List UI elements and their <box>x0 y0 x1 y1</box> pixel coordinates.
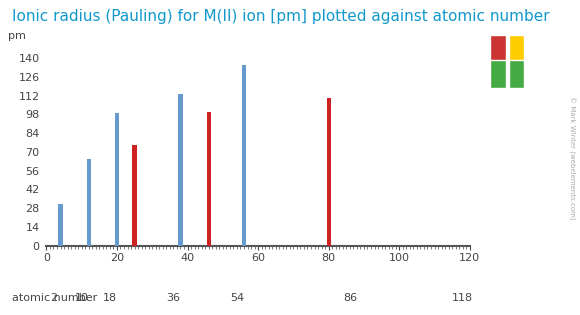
Text: 36: 36 <box>166 293 180 303</box>
Bar <box>132 145 137 246</box>
Text: 10: 10 <box>75 293 89 303</box>
Bar <box>86 158 91 246</box>
Bar <box>115 113 119 246</box>
Bar <box>242 65 246 246</box>
Text: 54: 54 <box>230 293 244 303</box>
Bar <box>206 112 211 246</box>
Bar <box>327 98 331 246</box>
Bar <box>59 204 63 246</box>
Text: Ionic radius (Pauling) for M(II) ion [pm] plotted against atomic number: Ionic radius (Pauling) for M(II) ion [pm… <box>12 9 549 25</box>
Text: 118: 118 <box>452 293 473 303</box>
Text: pm: pm <box>8 32 26 41</box>
Text: 2: 2 <box>50 293 57 303</box>
Bar <box>179 94 183 246</box>
Text: 18: 18 <box>103 293 117 303</box>
Text: © Mark Winter (webelements.com): © Mark Winter (webelements.com) <box>568 96 575 219</box>
Text: 86: 86 <box>343 293 357 303</box>
Text: atomic number: atomic number <box>12 293 97 303</box>
